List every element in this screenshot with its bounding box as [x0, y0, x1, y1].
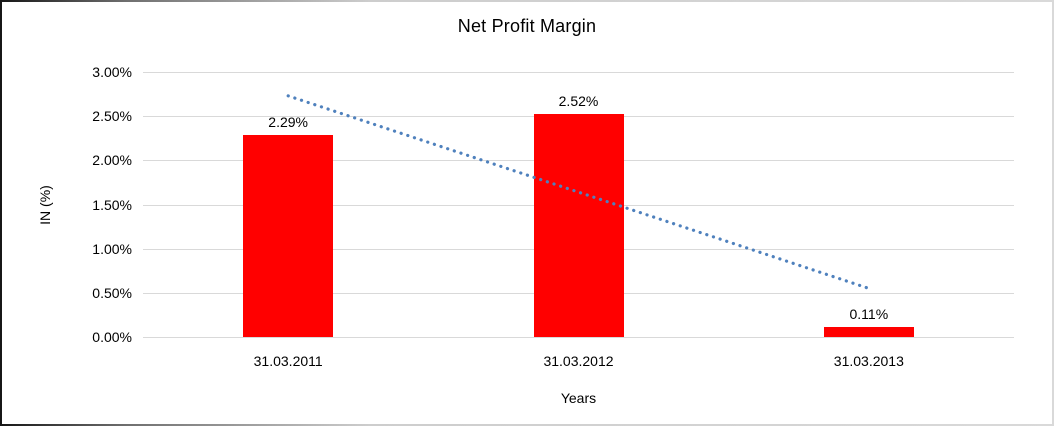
x-axis-title: Years	[560, 390, 597, 406]
gridline	[143, 72, 1014, 73]
bar-value-label: 0.11%	[849, 306, 889, 323]
x-tick-label: 31.03.2011	[253, 353, 323, 369]
y-tick-label: 2.00%	[92, 152, 132, 169]
gridline	[143, 337, 1014, 338]
y-tick-label: 0.50%	[92, 284, 132, 301]
bar-31.03.2011	[243, 134, 334, 337]
y-tick-label: 2.50%	[92, 108, 132, 125]
y-tick-label: 3.00%	[92, 64, 132, 80]
bar-31.03.2012	[533, 114, 624, 337]
y-tick-label: 1.50%	[92, 196, 132, 213]
plot-area	[143, 72, 1014, 338]
x-tick-label: 31.03.2012	[543, 353, 614, 369]
y-tick-label: 0.00%	[92, 329, 132, 345]
x-tick-label: 31.03.2013	[833, 353, 904, 369]
bar-31.03.2013	[823, 327, 914, 337]
bar-value-label: 2.52%	[558, 93, 599, 110]
y-tick-label: 1.00%	[92, 240, 132, 257]
bar-value-label: 2.29%	[268, 113, 308, 130]
chart-title: Net Profit Margin	[457, 16, 597, 36]
trendline	[286, 94, 871, 291]
